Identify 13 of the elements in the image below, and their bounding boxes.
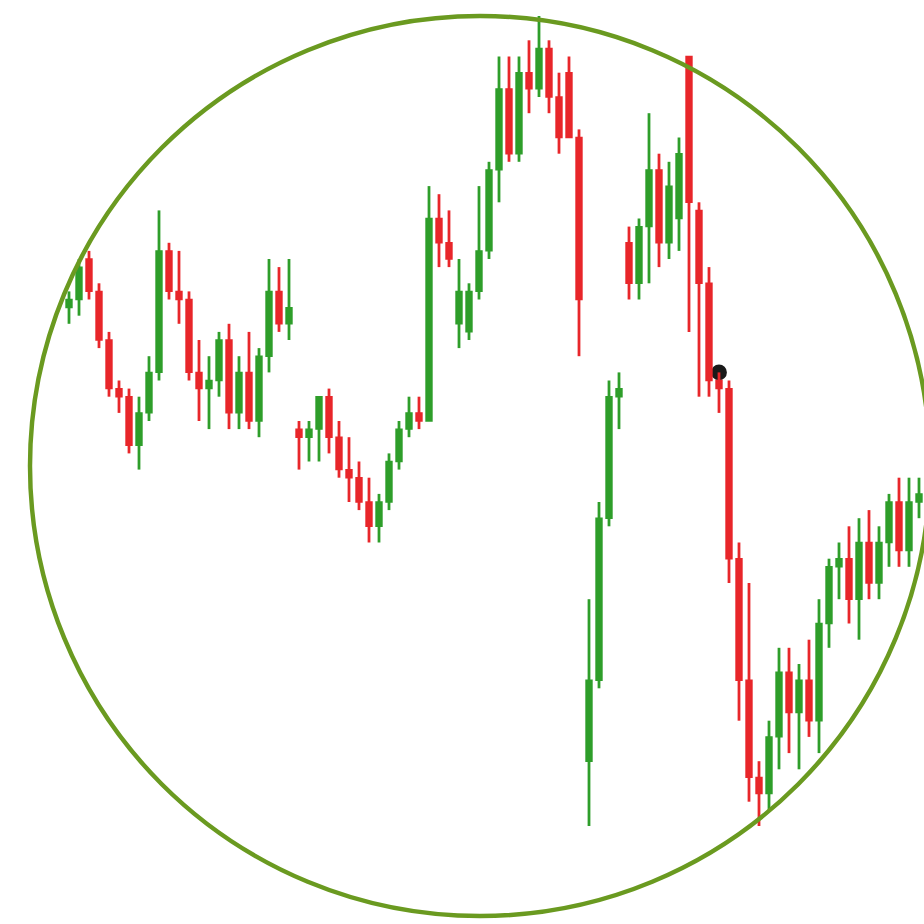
candlestick: [235, 354, 243, 431]
candlestick: [805, 638, 813, 739]
candlestick: [795, 662, 803, 771]
candlestick: [535, 16, 543, 99]
candlestick: [525, 38, 533, 115]
candlestick: [625, 225, 633, 301]
candlestick: [415, 395, 423, 431]
candlestick: [845, 524, 853, 625]
candlestick: [275, 265, 283, 334]
candlestick: [785, 646, 793, 755]
candlestick: [295, 419, 303, 471]
candlestick: [285, 257, 293, 342]
candlestick: [865, 508, 873, 601]
